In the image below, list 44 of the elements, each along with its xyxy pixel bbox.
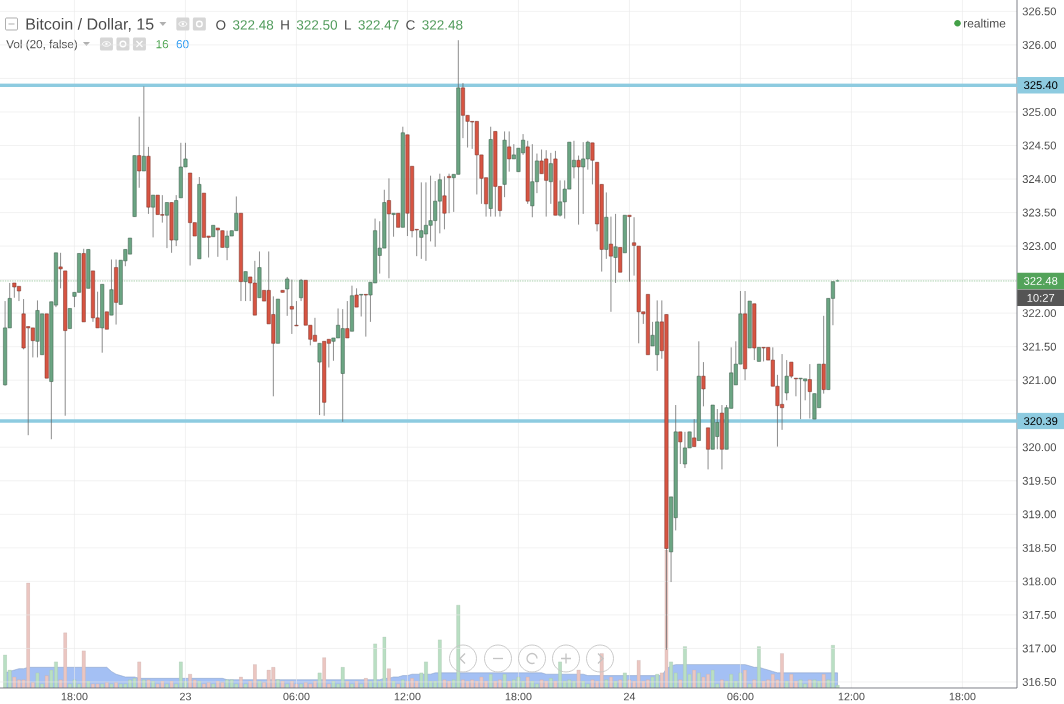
y-tick-label: 318.50 [1022,543,1057,552]
y-tick-label: 322.00 [1022,309,1057,318]
x-tick-label: 12:00 [838,692,865,701]
x-tick-label: 06:00 [727,692,754,701]
text: 10:27 [1027,293,1055,302]
y-tick-label: 318.00 [1022,577,1057,586]
annotation: H [281,20,289,30]
y-tick-label: 323.00 [1022,242,1057,251]
annotation: C [406,20,415,30]
x-tick-label: 23 [180,692,191,701]
y-tick-label: 321.00 [1022,376,1057,385]
ref-line-label: 325.40 [1024,81,1058,90]
annotation: 322.47 [358,20,399,30]
y-tick-label: 321.50 [1022,342,1057,351]
y-tick-label: 319.00 [1022,510,1057,519]
annotation: 60 [176,40,189,49]
x-tick-label: 18:00 [949,692,976,701]
y-tick-label: 323.50 [1022,208,1057,217]
x-tick-label: 24 [623,692,636,701]
chart-title: Vol (20, false) [6,39,77,51]
y-tick-label: 317.50 [1022,610,1057,619]
annotation: 322.50 [296,20,338,30]
x-tick-label: 18:00 [61,692,88,701]
annotation: 322.48 [232,20,274,30]
y-tick-label: 326.00 [1022,40,1057,49]
y-tick-label: 324.00 [1022,175,1057,183]
y-tick-label: 319.50 [1022,476,1057,485]
annotation: 16 [156,40,169,49]
x-tick-label: 06:00 [283,692,310,701]
y-tick-label: 325.00 [1022,108,1057,116]
y-tick-label: 320.00 [1022,443,1057,452]
x-tick-label: 18:00 [505,692,532,701]
annotation: realtime [964,18,1006,28]
annotation: 322.48 [422,20,463,30]
x-tick-label: 12:00 [394,692,421,701]
annotation: L [345,20,352,30]
annotation: O [216,20,226,30]
text: Bitcoin / Dollar, 15 [26,18,154,32]
y-tick-label: 324.50 [1022,141,1057,150]
ref-line-label: 320.39 [1024,417,1058,426]
y-tick-label: 316.50 [1022,677,1057,686]
y-tick-label: 317.00 [1022,644,1057,653]
ref-line-label: 322.48 [1024,276,1058,285]
y-tick-label: 326.50 [1022,7,1057,16]
